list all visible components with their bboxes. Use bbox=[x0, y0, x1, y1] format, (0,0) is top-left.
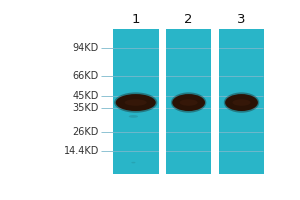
Bar bbox=[219, 29, 264, 174]
Bar bbox=[158, 28, 166, 176]
Text: 35KD: 35KD bbox=[73, 103, 99, 113]
Ellipse shape bbox=[171, 92, 206, 113]
Ellipse shape bbox=[224, 92, 259, 113]
Ellipse shape bbox=[232, 99, 250, 106]
Ellipse shape bbox=[225, 94, 258, 111]
Text: 2: 2 bbox=[184, 13, 193, 26]
Ellipse shape bbox=[116, 94, 156, 111]
Bar bbox=[38, 24, 108, 178]
Ellipse shape bbox=[180, 99, 198, 106]
Bar bbox=[166, 29, 211, 174]
Text: 1: 1 bbox=[131, 13, 140, 26]
Ellipse shape bbox=[114, 92, 158, 113]
Bar bbox=[212, 28, 219, 176]
Ellipse shape bbox=[172, 94, 205, 111]
Ellipse shape bbox=[131, 162, 136, 163]
Text: 66KD: 66KD bbox=[73, 71, 99, 81]
Text: 94KD: 94KD bbox=[73, 43, 99, 53]
Text: 26KD: 26KD bbox=[73, 127, 99, 137]
Ellipse shape bbox=[125, 99, 147, 106]
Bar bbox=[113, 29, 158, 174]
Text: 45KD: 45KD bbox=[73, 91, 99, 101]
Ellipse shape bbox=[129, 115, 138, 118]
Text: 14.4KD: 14.4KD bbox=[64, 146, 99, 156]
Text: 3: 3 bbox=[237, 13, 246, 26]
